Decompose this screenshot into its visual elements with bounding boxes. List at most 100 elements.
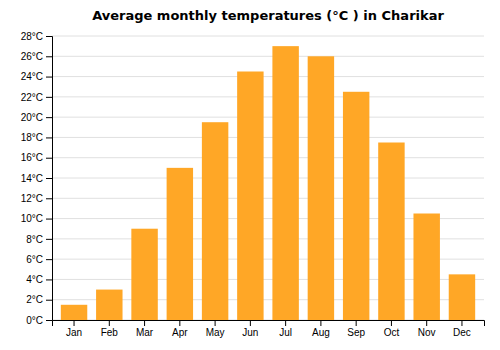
tick: 22°C (21, 92, 52, 103)
tick-mark (46, 117, 52, 118)
tick-label: Jun (242, 327, 258, 338)
tick-label: 18°C (21, 132, 43, 143)
tick-mark (46, 219, 52, 220)
tick-mark (391, 320, 392, 326)
tick-label: 14°C (21, 173, 43, 184)
tick-label: Jul (279, 327, 292, 338)
tick: Jun (242, 320, 258, 338)
bar (96, 290, 122, 320)
tick: Sep (347, 320, 365, 338)
tick-label: 22°C (21, 92, 43, 103)
tick-mark (426, 320, 427, 326)
tick: 24°C (21, 71, 52, 82)
grid-line (52, 117, 484, 118)
tick: 14°C (21, 173, 52, 184)
tick-label: 0°C (26, 315, 43, 326)
chart: 0°C 2°C 4°C 6°C 8°C 10°C 12°C 14°C 16°C 18°C 20°C 2… (0, 0, 500, 350)
tick-label: Nov (418, 327, 436, 338)
grid-line (52, 76, 484, 77)
tick-mark (46, 259, 52, 260)
tick: 10°C (21, 213, 52, 224)
tick-mark (46, 56, 52, 57)
axis-domain (46, 37, 53, 321)
tick-label: 16°C (21, 152, 43, 163)
axis-domain (53, 321, 485, 327)
tick: Nov (418, 320, 436, 338)
tick: Aug (312, 320, 330, 338)
tick-label: 20°C (21, 112, 43, 123)
tick-label: 10°C (21, 213, 43, 224)
tick-label: Aug (312, 327, 330, 338)
tick-mark (215, 320, 216, 326)
tick: May (206, 320, 225, 338)
tick-mark (320, 320, 321, 326)
tick-label: Sep (347, 327, 365, 338)
tick-label: 4°C (26, 274, 43, 285)
tick-label: Oct (384, 327, 400, 338)
grid-line (52, 96, 484, 97)
tick: Jul (279, 320, 292, 338)
tick: 16°C (21, 152, 52, 163)
tick: 6°C (26, 254, 52, 265)
tick-mark (46, 137, 52, 138)
bar (378, 143, 404, 321)
tick-mark (179, 320, 180, 326)
tick: 0°C (26, 315, 52, 326)
grid-line (52, 157, 484, 158)
tick-label: Feb (101, 327, 119, 338)
tick: 20°C (21, 112, 52, 123)
tick-label: Dec (453, 327, 471, 338)
tick: 2°C (26, 294, 52, 305)
tick-label: 28°C (21, 31, 43, 42)
tick-mark (46, 77, 52, 78)
tick-mark (46, 198, 52, 199)
tick-label: 8°C (26, 234, 43, 245)
tick: Feb (101, 320, 119, 338)
tick-label: May (206, 327, 225, 338)
tick: 8°C (26, 234, 52, 245)
tick-mark (46, 36, 52, 37)
tick-mark (144, 320, 145, 326)
tick-label: 2°C (26, 294, 43, 305)
tick-mark (109, 320, 110, 326)
grid-line (52, 198, 484, 199)
bar (131, 229, 157, 320)
grid-line (52, 178, 484, 179)
tick-label: Jan (66, 327, 82, 338)
tick-mark (250, 320, 251, 326)
tick: Mar (136, 320, 154, 338)
bar (413, 214, 439, 321)
tick-label: 12°C (21, 193, 43, 204)
tick-label: Apr (172, 327, 188, 338)
x-axis: Jan Feb Mar Apr May Jun Jul Aug Sep Oct Nov Dec (53, 320, 485, 338)
tick-mark (74, 320, 75, 326)
tick-mark (461, 320, 462, 326)
bar (308, 56, 334, 320)
tick: 4°C (26, 274, 52, 285)
tick-label: 24°C (21, 71, 43, 82)
tick-mark (46, 279, 52, 280)
bar (272, 46, 298, 320)
tick: Apr (172, 320, 188, 338)
bar (449, 274, 475, 320)
tick: 12°C (21, 193, 52, 204)
title: Average monthly temperatures (°C ) in Ch… (92, 8, 444, 23)
bar (61, 305, 87, 320)
tick-mark (285, 320, 286, 326)
tick: 18°C (21, 132, 52, 143)
tick-mark (46, 97, 52, 98)
grid (52, 36, 484, 320)
bar (202, 122, 228, 320)
tick-mark (46, 239, 52, 240)
tick-mark (46, 300, 52, 301)
tick: Oct (384, 320, 400, 338)
grid-line (52, 56, 484, 57)
tick-label: 6°C (26, 254, 43, 265)
tick-mark (46, 158, 52, 159)
tick-label: Mar (136, 327, 154, 338)
tick: 26°C (21, 51, 52, 62)
grid-line (52, 137, 484, 138)
plot-area (61, 46, 475, 320)
tick-label: 26°C (21, 51, 43, 62)
tick: Jan (66, 320, 82, 338)
